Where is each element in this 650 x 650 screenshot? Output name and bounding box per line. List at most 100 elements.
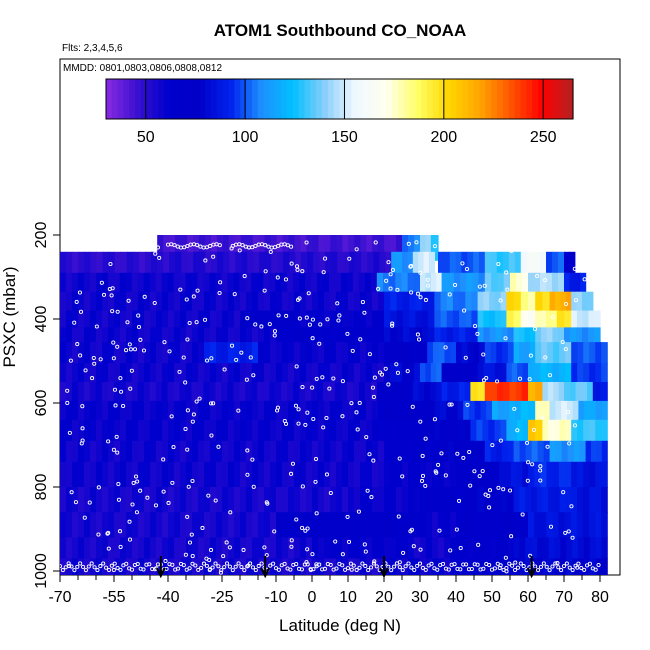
heatmap-cell bbox=[402, 251, 408, 274]
heatmap-cell bbox=[458, 419, 465, 442]
track-point bbox=[507, 561, 512, 566]
track-point bbox=[89, 561, 94, 566]
heatmap-cell bbox=[576, 512, 584, 538]
track-point bbox=[217, 243, 222, 248]
heatmap-cell bbox=[540, 327, 548, 343]
heatmap-cell bbox=[156, 310, 163, 328]
track-point bbox=[447, 292, 452, 297]
heatmap-cell bbox=[192, 512, 199, 538]
heatmap-cell bbox=[418, 382, 425, 402]
heatmap-cell bbox=[276, 487, 283, 513]
heatmap-cell bbox=[240, 327, 247, 343]
heatmap-cell bbox=[66, 487, 73, 513]
heatmap-cell bbox=[306, 310, 313, 328]
track-point bbox=[138, 337, 143, 342]
track-point bbox=[409, 263, 414, 269]
heatmap-cell bbox=[216, 327, 223, 343]
track-point bbox=[146, 242, 151, 247]
track-point bbox=[349, 567, 354, 572]
heatmap-cell bbox=[174, 400, 181, 421]
heatmap-cell bbox=[270, 363, 277, 383]
heatmap-cell bbox=[449, 251, 457, 274]
track-point bbox=[324, 415, 329, 421]
heatmap-cell bbox=[336, 461, 343, 488]
colorbar-cell bbox=[491, 79, 498, 119]
heatmap-cell bbox=[114, 363, 121, 383]
heatmap-cell bbox=[564, 251, 570, 274]
heatmap-cell bbox=[396, 461, 403, 488]
track-point bbox=[294, 517, 299, 522]
colorbar-tick-label: 200 bbox=[430, 129, 457, 146]
heatmap-cell bbox=[342, 512, 349, 538]
heatmap-cell bbox=[78, 512, 85, 538]
heatmap-cell bbox=[438, 558, 445, 575]
heatmap-cell bbox=[531, 558, 538, 575]
heatmap-cell bbox=[595, 537, 602, 559]
heatmap-cell bbox=[447, 440, 455, 463]
heatmap-cell bbox=[595, 342, 602, 364]
colorbar-cell bbox=[450, 79, 457, 119]
track-point bbox=[343, 567, 348, 572]
heatmap-cell bbox=[293, 272, 300, 293]
track-point bbox=[272, 329, 278, 334]
x-tick-label: 60 bbox=[519, 589, 537, 606]
track-point bbox=[410, 404, 415, 409]
track-point bbox=[426, 563, 431, 568]
colorbar-cell bbox=[432, 79, 440, 119]
heatmap-cell bbox=[192, 461, 199, 488]
heatmap-cell bbox=[503, 272, 511, 293]
colorbar-cell bbox=[473, 79, 481, 119]
track-point bbox=[232, 292, 237, 297]
heatmap-cell bbox=[601, 487, 608, 513]
track-point bbox=[208, 243, 213, 249]
heatmap-cell bbox=[282, 487, 289, 513]
heatmap-cell bbox=[108, 537, 115, 559]
track-point bbox=[116, 482, 121, 487]
heatmap-cell bbox=[440, 419, 447, 442]
heatmap-cell bbox=[583, 537, 591, 559]
track-point bbox=[190, 419, 195, 424]
x-tick-label: 10 bbox=[339, 589, 357, 606]
track-point bbox=[335, 301, 340, 306]
x-tick-label: 80 bbox=[591, 589, 609, 606]
track-point bbox=[371, 458, 376, 463]
heatmap-cell bbox=[467, 537, 474, 559]
heatmap-cell bbox=[324, 440, 331, 463]
heatmap-cell bbox=[402, 461, 409, 488]
track-point bbox=[236, 561, 241, 566]
track-point bbox=[570, 567, 575, 573]
heatmap-cell bbox=[138, 310, 145, 328]
heatmap-cell bbox=[407, 251, 414, 274]
heatmap-cell bbox=[150, 419, 157, 442]
heatmap-cell bbox=[96, 363, 103, 383]
heatmap-cell bbox=[216, 440, 223, 463]
heatmap-cell bbox=[264, 440, 271, 463]
heatmap-cell bbox=[348, 419, 355, 442]
heatmap-cell bbox=[336, 327, 343, 343]
heatmap-cell bbox=[570, 512, 578, 538]
track-point bbox=[478, 247, 483, 252]
track-point bbox=[573, 298, 579, 303]
heatmap-cell bbox=[484, 382, 492, 402]
track-point bbox=[230, 568, 235, 573]
heatmap-cell bbox=[509, 382, 517, 402]
heatmap-cell bbox=[552, 251, 559, 274]
track-point bbox=[153, 251, 158, 256]
heatmap-cell bbox=[567, 440, 575, 463]
heatmap-cell bbox=[384, 235, 391, 261]
colorbar-cell bbox=[485, 79, 492, 119]
heatmap-cell bbox=[228, 461, 235, 488]
heatmap-cell bbox=[228, 327, 235, 343]
heatmap-cell bbox=[566, 400, 574, 421]
heatmap-cell bbox=[466, 487, 473, 513]
heatmap-cell bbox=[342, 363, 349, 383]
heatmap-cell bbox=[483, 363, 490, 383]
heatmap-cell bbox=[252, 342, 259, 364]
heatmap-cell bbox=[372, 537, 379, 559]
heatmap-cell bbox=[265, 251, 272, 274]
heatmap-cell bbox=[234, 363, 241, 383]
heatmap-cell bbox=[528, 310, 536, 328]
track-point bbox=[358, 337, 363, 342]
heatmap-cell bbox=[318, 235, 325, 261]
x-tick-label: 30 bbox=[411, 589, 429, 606]
